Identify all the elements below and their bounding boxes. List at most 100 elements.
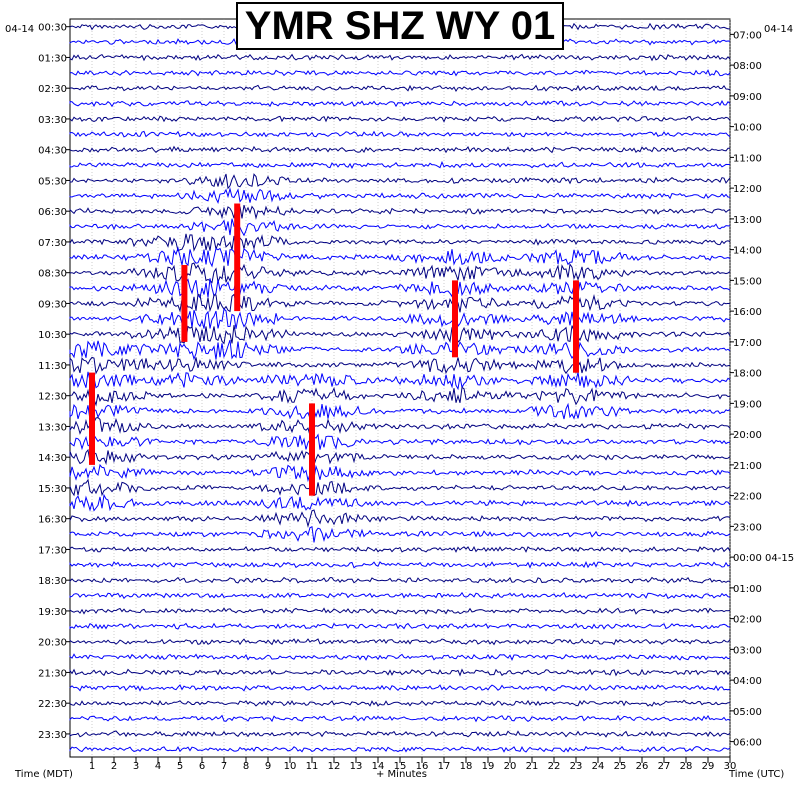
seismogram-trace — [69, 493, 731, 512]
x-tick-label: 27 — [658, 761, 671, 772]
chart-title: YMR SHZ WY 01 — [236, 2, 564, 50]
right-hour-label: 03:00 — [733, 645, 762, 656]
right-hour-label: 02:00 — [733, 615, 762, 626]
clipped-signal — [573, 280, 579, 373]
plot-frame — [69, 18, 731, 758]
left-hour-label: 22:30 — [38, 699, 67, 710]
seismogram-trace — [69, 622, 731, 630]
seismogram-trace — [69, 684, 731, 692]
left-hour-label: 12:30 — [38, 392, 67, 403]
right-hour-label: 06:00 — [733, 738, 762, 749]
seismogram-trace — [69, 509, 731, 528]
seismogram-trace — [69, 324, 731, 345]
seismogram-trace — [69, 84, 731, 92]
x-tick-label: 12 — [328, 761, 341, 772]
x-tick-label: 28 — [680, 761, 693, 772]
left-hour-label: 04:30 — [38, 146, 67, 157]
seismogram-trace — [69, 668, 731, 677]
seismogram-trace — [69, 526, 731, 543]
left-hour-label: 10:30 — [38, 330, 67, 341]
right-hour-label: 16:00 — [733, 307, 762, 318]
seismogram-trace — [69, 402, 731, 421]
seismogram-trace — [69, 371, 731, 391]
seismogram-trace — [69, 278, 731, 299]
x-tick-label: 17 — [438, 761, 451, 772]
x-tick-label: 18 — [460, 761, 473, 772]
seismogram-trace — [69, 160, 731, 170]
seismogram-trace — [69, 262, 731, 284]
left-hour-label: 19:30 — [38, 607, 67, 618]
x-tick-label: 5 — [177, 761, 183, 772]
seismogram-trace — [69, 203, 731, 220]
x-tick-label: 14 — [372, 761, 385, 772]
right-hour-label: 14:00 — [733, 246, 762, 257]
seismogram-trace — [69, 546, 731, 553]
seismogram-trace — [69, 699, 730, 707]
left-hour-label: 08:30 — [38, 269, 67, 280]
left-hour-label: 05:30 — [38, 176, 67, 187]
right-hour-label: 18:00 — [733, 369, 762, 380]
x-tick-label: 25 — [614, 761, 627, 772]
seismogram-trace — [69, 638, 731, 646]
right-hour-label: 13:00 — [733, 215, 762, 226]
seismogram-trace — [69, 100, 731, 108]
left-hour-label: 14:30 — [38, 453, 67, 464]
seismogram-trace — [69, 69, 731, 77]
right-hour-label: 21:00 — [733, 461, 762, 472]
seismogram-trace — [69, 246, 731, 268]
left-hour-label: 01:30 — [38, 53, 67, 64]
x-tick-label: 15 — [394, 761, 407, 772]
left-axis-title: Time (MDT) — [14, 769, 73, 780]
seismogram-trace — [69, 293, 731, 313]
left-hour-label: 16:30 — [38, 515, 67, 526]
x-tick-label: 23 — [570, 761, 583, 772]
right-hour-label: 17:00 — [733, 338, 762, 349]
right-hour-label: 05:00 — [733, 707, 762, 718]
x-tick-label: 10 — [284, 761, 297, 772]
x-tick-label: 1 — [89, 761, 95, 772]
left-hour-label: 23:30 — [38, 730, 67, 741]
x-tick-label: 21 — [526, 761, 539, 772]
left-hour-label: 06:30 — [38, 207, 67, 218]
x-tick-label: 2 — [111, 761, 117, 772]
seismogram-trace — [69, 714, 731, 723]
x-tick-label: 7 — [221, 761, 227, 772]
right-hour-label: 08:00 — [733, 61, 762, 72]
left-hour-label: 18:30 — [38, 576, 67, 587]
right-hour-label: 01:00 — [733, 584, 762, 595]
seismogram-trace — [69, 145, 731, 154]
seismogram-trace — [69, 576, 731, 584]
x-tick-label: 24 — [592, 761, 605, 772]
seismogram-trace — [69, 53, 731, 62]
x-tick-label: 9 — [265, 761, 271, 772]
left-hour-label: 03:30 — [38, 115, 67, 126]
seismogram-trace — [69, 173, 731, 190]
right-hour-label: 12:00 — [733, 184, 762, 195]
seismogram-trace — [69, 308, 730, 329]
left-hour-label: 09:30 — [38, 299, 67, 310]
seismogram-trace — [69, 591, 731, 600]
seismogram-trace — [69, 745, 731, 753]
seismogram-trace — [69, 356, 731, 375]
seismogram-trace — [69, 339, 731, 361]
right-hour-label: 11:00 — [733, 153, 762, 164]
x-tick-label: 13 — [350, 761, 363, 772]
seismogram-trace — [69, 607, 731, 615]
seismogram-trace — [69, 115, 731, 123]
x-tick-label: 8 — [243, 761, 249, 772]
seismogram-trace — [69, 417, 731, 437]
right-hour-label: 19:00 — [733, 399, 762, 410]
clipped-signal — [234, 203, 241, 312]
seismogram-trace — [69, 561, 731, 569]
left-hour-label: 13:30 — [38, 422, 67, 433]
left-hour-label: 15:30 — [38, 484, 67, 495]
right-axis-title: Time (UTC) — [728, 769, 784, 780]
left-hour-label: 07:30 — [38, 238, 67, 249]
right-hour-label: 22:00 — [733, 492, 762, 503]
right-hour-label: 04:00 — [733, 676, 762, 687]
right-hour-label: 20:00 — [733, 430, 762, 441]
x-tick-label: 22 — [548, 761, 561, 772]
x-tick-label: 11 — [306, 761, 319, 772]
seismogram-trace — [69, 463, 731, 483]
